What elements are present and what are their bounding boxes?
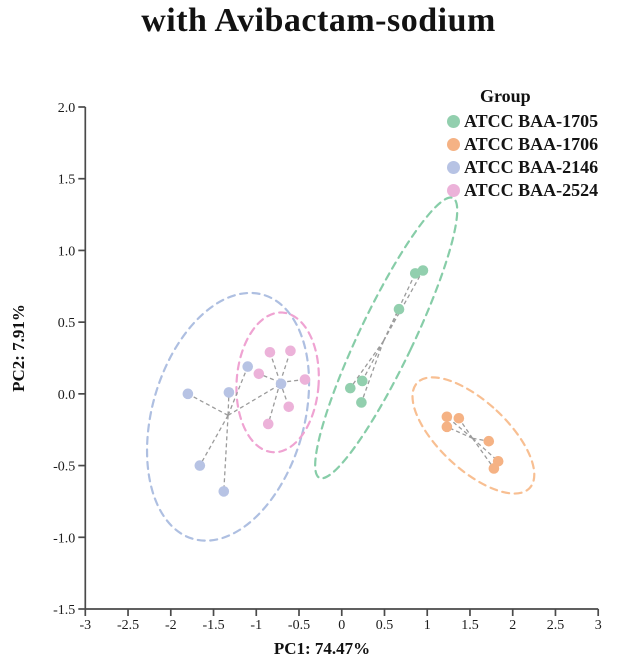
x-tick-label: -3 [79, 618, 91, 633]
x-tick-label: 0 [338, 618, 345, 633]
x-tick-label: -1.5 [202, 618, 224, 633]
data-point-atcc-baa-2146 [275, 378, 287, 390]
y-tick-label: 1.5 [58, 173, 76, 188]
y-tick-label: -1.0 [53, 531, 75, 546]
centroid-link-atcc-baa-1706 [472, 437, 489, 442]
legend-item-atcc-baa-2524: ATCC BAA-2524 [447, 179, 632, 202]
legend-item-atcc-baa-1706: ATCC BAA-1706 [447, 133, 632, 156]
data-point-atcc-baa-2146 [194, 460, 206, 471]
centroid-link-atcc-baa-1705 [360, 340, 385, 403]
data-point-atcc-baa-1706 [488, 463, 500, 474]
x-tick-label: -2.5 [117, 618, 139, 633]
data-point-atcc-baa-1705 [417, 265, 429, 276]
legend: Group ATCC BAA-1705 ATCC BAA-1706 ATCC B… [447, 86, 632, 202]
legend-item-atcc-baa-1705: ATCC BAA-1705 [447, 110, 632, 133]
data-point-atcc-baa-1705 [356, 375, 368, 387]
data-point-atcc-baa-2146 [223, 387, 235, 398]
data-point-atcc-baa-2524 [262, 418, 274, 430]
data-point-atcc-baa-1705 [356, 397, 367, 408]
plot-layers: -3 -2.5 -2 -1.5 -1 -0.5 0 0.5 1 1.5 2 2.5 3 2.0 1.5 1.0… [53, 101, 602, 633]
legend-item-label: ATCC BAA-2524 [464, 180, 599, 200]
legend-dot-icon [447, 161, 460, 174]
centroid-link-atcc-baa-1705 [349, 340, 385, 389]
data-point-atcc-baa-1706 [441, 411, 453, 423]
centroid-link-atcc-baa-1705 [383, 308, 400, 342]
data-point-atcc-baa-2146 [242, 361, 254, 372]
x-tick-label: 1.5 [461, 618, 479, 633]
plot-title: with Avibactam-sodium [141, 2, 496, 39]
centroid-link-atcc-baa-2524 [267, 382, 281, 425]
confidence-ellipse-atcc-baa-2524 [235, 311, 320, 454]
x-tick-label: 2 [509, 618, 516, 633]
data-point-atcc-baa-2524 [264, 346, 276, 358]
legend-item-label: ATCC BAA-1706 [464, 134, 599, 154]
x-tick-label: 3 [595, 618, 602, 633]
data-point-atcc-baa-2524 [299, 374, 311, 385]
centroid-link-atcc-baa-2146 [227, 366, 249, 416]
centroid-link-atcc-baa-2146 [227, 392, 230, 416]
centroid-link-atcc-baa-2524 [269, 352, 281, 383]
data-point-atcc-baa-2146 [218, 486, 230, 497]
data-point-atcc-baa-2524 [283, 401, 295, 413]
legend-title: Group [480, 86, 531, 106]
centroid-link-atcc-baa-2146 [187, 393, 229, 416]
y-tick-label: -1.5 [53, 603, 75, 618]
data-point-atcc-baa-1706 [441, 421, 453, 433]
data-point-atcc-baa-1705 [393, 303, 405, 315]
centroid-link-atcc-baa-1706 [446, 416, 473, 439]
y-tick-label: 1.0 [58, 244, 76, 259]
x-tick-label: 1 [424, 618, 431, 633]
confidence-ellipse-atcc-baa-1705 [314, 196, 459, 480]
centroid-link-atcc-baa-1705 [361, 340, 385, 382]
data-point-atcc-baa-1705 [344, 382, 356, 394]
x-tick-label: 2.5 [547, 618, 565, 633]
centroid-link-atcc-baa-2146 [227, 383, 282, 416]
x-tick-label: -2 [165, 618, 177, 633]
x-axis-label: PC1: 74.47% [274, 639, 370, 658]
centroid-link-atcc-baa-2524 [279, 350, 292, 383]
centroid-link-atcc-baa-1705 [383, 270, 424, 342]
x-tick-label: 0.5 [376, 618, 394, 633]
x-tick-label: -0.5 [288, 618, 310, 633]
confidence-ellipse-atcc-baa-1706 [411, 376, 536, 495]
y-axis-label: PC2: 7.91% [9, 304, 28, 392]
centroid-link-atcc-baa-1706 [472, 437, 499, 462]
legend-dot-icon [447, 138, 460, 151]
centroid-link-atcc-baa-2146 [199, 415, 229, 466]
legend-item-atcc-baa-2146: ATCC BAA-2146 [447, 156, 632, 179]
centroid-link-atcc-baa-2146 [223, 415, 229, 492]
data-point-atcc-baa-2146 [182, 388, 194, 400]
data-point-atcc-baa-1706 [483, 435, 495, 447]
y-tick-label: 0.5 [58, 316, 76, 331]
legend-item-label: ATCC BAA-2146 [464, 157, 599, 177]
data-point-atcc-baa-2524 [285, 345, 296, 357]
y-tick-label: -0.5 [53, 460, 75, 475]
y-tick-label: 0.0 [58, 388, 76, 403]
centroid-link-atcc-baa-1706 [472, 437, 495, 469]
legend-item-label: ATCC BAA-1705 [464, 111, 599, 131]
x-tick-label: -1 [250, 618, 262, 633]
y-tick-label: 2.0 [58, 101, 76, 116]
data-point-atcc-baa-1706 [453, 412, 465, 424]
data-point-atcc-baa-2524 [253, 368, 265, 380]
legend-dot-icon [447, 115, 460, 128]
legend-dot-icon [447, 184, 460, 197]
